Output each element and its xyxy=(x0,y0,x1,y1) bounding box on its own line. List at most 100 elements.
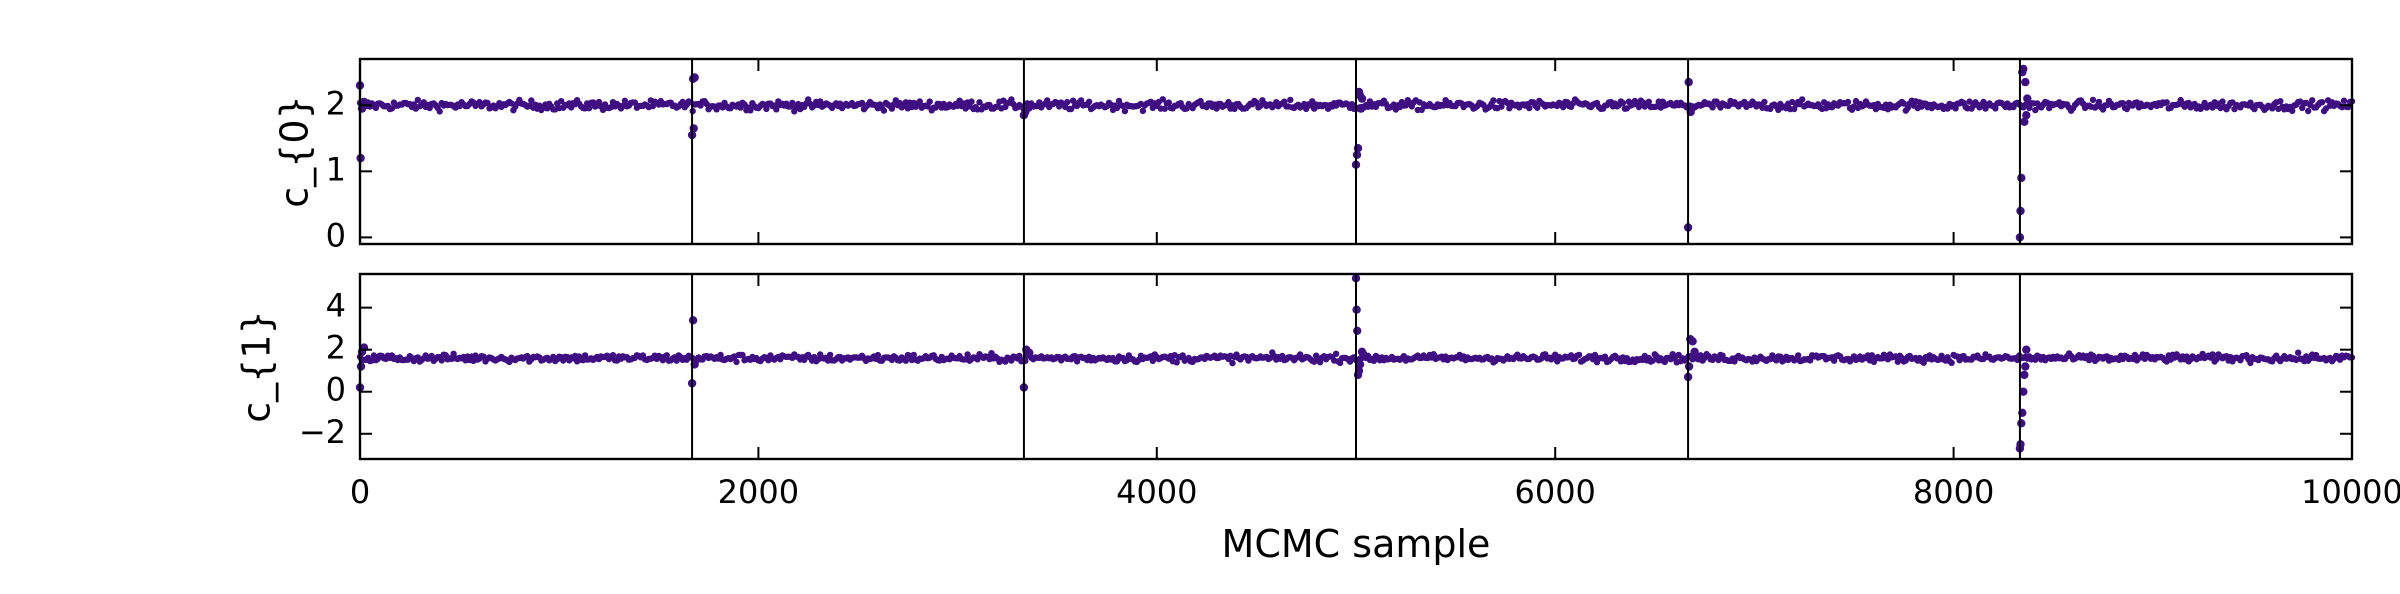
c1-trace-point xyxy=(1229,359,1236,367)
c1-y-tick-label: −2 xyxy=(299,413,346,451)
c0-trace-point xyxy=(858,99,866,107)
c0-trace-point xyxy=(1077,97,1085,104)
c0-trace-point xyxy=(1645,98,1653,106)
c1-trace-point xyxy=(438,357,445,364)
c0-axes-frame xyxy=(358,57,2354,246)
c0-trace-point xyxy=(1139,107,1147,115)
c0-trace-point xyxy=(968,98,975,105)
c0-trace-point xyxy=(1287,96,1294,104)
c0-trace-point xyxy=(1560,103,1567,111)
x-tick-label: 6000 xyxy=(1514,473,1595,511)
c1-trace-point xyxy=(826,351,834,359)
c1-y-tick-label: 2 xyxy=(326,329,346,367)
c0-trace-point xyxy=(747,107,754,114)
c1-trace-points xyxy=(355,274,2356,453)
x-tick-label: 4000 xyxy=(1116,473,1197,511)
c1-trace-point xyxy=(663,352,670,359)
c0-trace-point xyxy=(1069,97,1077,104)
c1-trace-point xyxy=(1332,350,1340,357)
c0-trace-point xyxy=(1159,96,1167,103)
c0-trace-point xyxy=(1418,106,1425,114)
c0-trace-point xyxy=(1635,103,1643,111)
c1-trace-point xyxy=(1016,352,1023,360)
c0-outlier-point xyxy=(1356,104,1366,113)
c0-trace-point xyxy=(763,105,770,113)
c1-outlier-point xyxy=(2020,370,2029,380)
c0-trace-point xyxy=(817,98,824,105)
c0-trace-point xyxy=(789,99,796,107)
c0-trace-point xyxy=(2309,97,2316,104)
c1-trace-point xyxy=(1920,359,1927,366)
c0-trace-point xyxy=(1161,105,1169,112)
x-tick-label: 2000 xyxy=(718,473,799,511)
c0-trace-point xyxy=(585,105,593,112)
c1-trace-point xyxy=(1149,357,1157,365)
c1-y-tick-label: 0 xyxy=(326,371,346,409)
c0-trace-point xyxy=(1085,98,1093,106)
c0-trace-point xyxy=(2289,107,2296,115)
c1-trace-point xyxy=(2209,351,2216,358)
c0-trace-point xyxy=(1709,104,1716,111)
c1-trace-point xyxy=(2247,359,2254,367)
c1-outlier-point xyxy=(2022,345,2031,354)
x-tick-labels: 0 2000 4000 6000 8000 10000 xyxy=(350,473,2400,511)
c1-y-axis-label: c_{1} xyxy=(235,310,279,422)
c0-trace-point xyxy=(1498,103,1505,110)
c0-trace-point xyxy=(2340,97,2348,104)
c0-trace-point xyxy=(880,107,888,114)
c0-y-tick-label: 2 xyxy=(326,84,346,122)
c0-trace-point xyxy=(621,97,629,105)
panel-c0: 0 1 2 c_{0} xyxy=(273,57,2356,254)
c1-axes-frame xyxy=(358,272,2354,461)
c0-outlier-point xyxy=(2020,117,2029,127)
c1-trace-point xyxy=(1649,357,1657,364)
c0-trace-point xyxy=(2163,99,2170,106)
c1-trace-point xyxy=(1948,359,1955,366)
c0-trace-point xyxy=(2305,107,2312,115)
c0-trace-point xyxy=(1966,98,1973,105)
c1-trace-point xyxy=(1575,351,1583,359)
c0-trace-point xyxy=(2219,98,2226,105)
x-axis-label: MCMC sample xyxy=(1222,522,1491,566)
c0-trace-point xyxy=(1534,104,1541,111)
c1-trace-point xyxy=(1173,359,1180,366)
c1-trace-point xyxy=(1715,356,1722,364)
c1-vertical-lines xyxy=(691,274,2021,459)
c0-trace-point xyxy=(926,98,933,105)
c1-trace-point xyxy=(910,351,917,359)
c0-trace-point xyxy=(916,98,923,105)
c1-outlier-point xyxy=(1355,360,1365,369)
c1-trace-point xyxy=(2085,356,2093,364)
c1-trace-point xyxy=(609,352,617,359)
c0-trace-point xyxy=(1121,107,1129,115)
c0-trace-points xyxy=(355,64,2356,242)
c1-outlier-point xyxy=(2021,362,2030,371)
c0-ticks: 0 1 2 xyxy=(326,59,2353,254)
c0-trace-point xyxy=(1044,97,1051,104)
c0-vertical-lines xyxy=(691,59,2021,244)
c1-outlier-point xyxy=(2017,419,2026,428)
c0-outlier-point xyxy=(1357,94,1367,103)
panel-c1: −2 0 2 4 c_{1} xyxy=(235,272,2356,461)
c0-trace-point xyxy=(1900,100,1908,107)
x-tick-label: 8000 xyxy=(1913,473,1994,511)
c0-trace-point xyxy=(1165,99,1173,106)
c1-y-tick-label: 4 xyxy=(326,287,346,325)
c0-trace-point xyxy=(1844,98,1852,106)
c0-y-tick-label: 1 xyxy=(326,150,346,188)
c1-trace-point xyxy=(1795,352,1802,359)
c0-trace-point xyxy=(1526,104,1533,112)
x-tick-label: 10000 xyxy=(2301,473,2400,511)
c0-trace-point xyxy=(484,99,491,107)
c1-outlier-point xyxy=(688,316,698,325)
c0-trace-point xyxy=(1490,97,1497,104)
c0-trace-point xyxy=(1064,98,1071,106)
c0-trace-point xyxy=(528,97,535,104)
c0-trace-point xyxy=(773,106,780,113)
c0-trace-point xyxy=(2277,98,2284,105)
c1-outlier-point xyxy=(1690,347,1699,356)
c0-y-axis-label: c_{0} xyxy=(273,95,317,207)
c1-trace-point xyxy=(733,358,740,366)
c1-trace-point xyxy=(739,351,746,359)
